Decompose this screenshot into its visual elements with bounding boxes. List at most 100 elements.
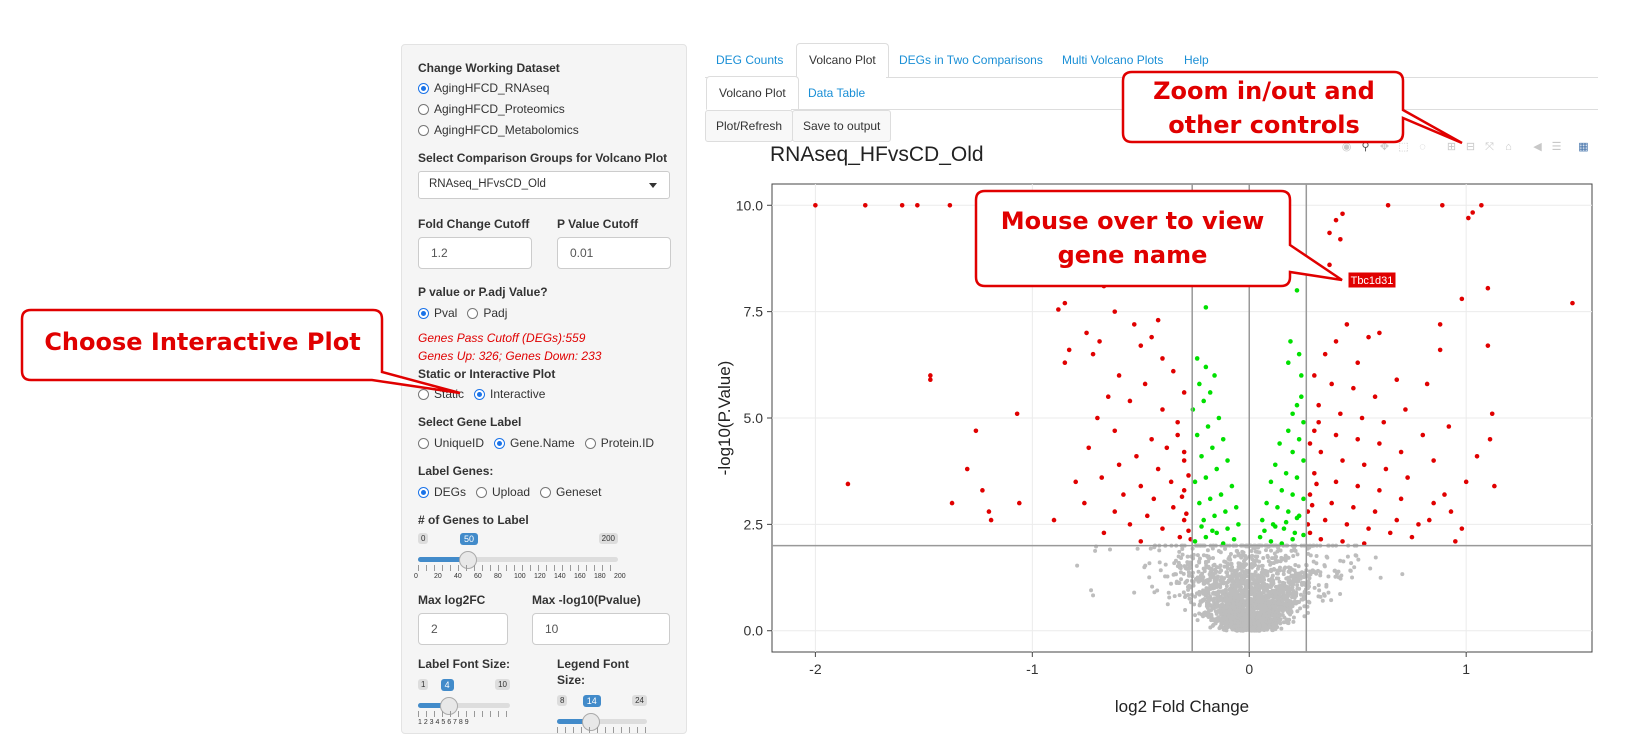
data-point[interactable]: [1307, 530, 1313, 536]
data-point[interactable]: [1116, 462, 1122, 468]
data-point[interactable]: [1294, 402, 1300, 408]
tab-multi-volcano[interactable]: Multi Volcano Plots: [1062, 53, 1164, 67]
data-point[interactable]: [1181, 517, 1187, 523]
data-point[interactable]: [1194, 356, 1200, 361]
tab-degs-two-comparisons[interactable]: DEGs in Two Comparisons: [899, 53, 1043, 67]
data-point[interactable]: [1203, 364, 1209, 370]
comparison-select[interactable]: RNAseq_HFvsCD_Old: [418, 171, 670, 199]
data-point[interactable]: [973, 428, 979, 434]
data-point[interactable]: [1082, 500, 1087, 506]
data-point[interactable]: [1290, 492, 1295, 497]
data-point[interactable]: [1199, 524, 1204, 529]
data-point[interactable]: [1285, 360, 1291, 365]
data-point[interactable]: [1090, 351, 1096, 357]
data-point[interactable]: [1186, 473, 1191, 478]
pan-icon[interactable]: ✥: [1379, 141, 1390, 153]
data-point[interactable]: [1322, 517, 1328, 523]
data-point[interactable]: [1084, 330, 1089, 336]
data-point[interactable]: [1442, 492, 1447, 497]
data-point[interactable]: [1318, 449, 1324, 455]
data-point[interactable]: [1296, 436, 1302, 442]
data-point[interactable]: [1485, 285, 1491, 291]
data-point[interactable]: [1225, 526, 1230, 531]
data-point[interactable]: [1214, 530, 1220, 536]
data-point[interactable]: [1283, 519, 1289, 525]
data-point[interactable]: [949, 500, 955, 506]
data-point[interactable]: [1344, 522, 1350, 527]
data-point[interactable]: [1171, 505, 1176, 510]
data-point[interactable]: [1017, 500, 1022, 506]
data-point[interactable]: [1127, 398, 1133, 404]
data-point[interactable]: [1448, 509, 1454, 514]
data-point[interactable]: [1437, 347, 1443, 353]
data-point[interactable]: [1014, 411, 1020, 417]
data-point[interactable]: [1301, 496, 1306, 502]
data-point[interactable]: [1184, 511, 1189, 517]
data-point[interactable]: [1398, 449, 1404, 455]
data-point[interactable]: [1155, 466, 1161, 472]
data-point[interactable]: [1112, 309, 1118, 314]
radio-gene-name[interactable]: Gene.Name: [494, 436, 575, 450]
data-point[interactable]: [1405, 475, 1410, 480]
data-point[interactable]: [1299, 394, 1304, 400]
data-point[interactable]: [1223, 509, 1228, 514]
data-point[interactable]: [1127, 522, 1133, 527]
data-point[interactable]: [1101, 530, 1107, 536]
data-point[interactable]: [1459, 526, 1465, 531]
data-points[interactable]: [813, 202, 1575, 633]
radio-upload[interactable]: Upload: [476, 485, 530, 499]
data-point[interactable]: [1138, 539, 1144, 544]
data-point[interactable]: [1264, 500, 1269, 506]
data-point[interactable]: [1431, 458, 1436, 463]
data-point[interactable]: [1327, 262, 1332, 268]
data-point[interactable]: [1056, 307, 1061, 312]
radio-pval[interactable]: Pval: [418, 306, 457, 320]
data-point[interactable]: [1149, 436, 1154, 442]
data-point[interactable]: [1201, 398, 1206, 404]
box-select-icon[interactable]: ⬚: [1398, 141, 1409, 153]
data-point[interactable]: [1181, 458, 1187, 463]
data-point[interactable]: [1377, 441, 1382, 446]
data-point[interactable]: [988, 517, 994, 523]
data-point[interactable]: [1294, 515, 1300, 521]
data-point[interactable]: [1301, 419, 1306, 425]
data-point[interactable]: [1197, 500, 1202, 506]
data-point[interactable]: [1160, 356, 1165, 361]
data-point[interactable]: [1095, 415, 1100, 421]
tab-volcano-plot[interactable]: Volcano Plot: [796, 43, 889, 78]
data-point[interactable]: [1290, 411, 1295, 417]
data-point[interactable]: [1138, 343, 1144, 348]
data-point[interactable]: [1459, 296, 1465, 302]
radio-interactive[interactable]: Interactive: [474, 387, 545, 401]
data-point[interactable]: [1175, 432, 1180, 438]
dataset-radio-2[interactable]: AgingHFCD_Metabolomics: [418, 123, 579, 137]
data-point[interactable]: [1134, 453, 1139, 459]
data-point[interactable]: [1194, 432, 1200, 438]
data-point[interactable]: [1307, 492, 1313, 497]
data-point[interactable]: [1272, 524, 1278, 529]
data-point[interactable]: [1427, 517, 1432, 523]
data-point[interactable]: [1144, 513, 1150, 519]
data-point[interactable]: [1181, 449, 1187, 455]
data-point[interactable]: [1316, 402, 1321, 408]
data-point[interactable]: [1225, 458, 1230, 463]
data-point[interactable]: [1359, 415, 1365, 421]
data-point[interactable]: [1290, 449, 1295, 455]
data-point[interactable]: [1340, 539, 1345, 544]
data-point[interactable]: [1479, 202, 1484, 208]
data-point[interactable]: [1210, 445, 1215, 451]
max-pval-input[interactable]: 10: [532, 613, 670, 645]
data-point[interactable]: [1292, 530, 1298, 536]
data-point[interactable]: [1355, 436, 1361, 442]
data-point[interactable]: [1340, 458, 1345, 463]
data-point[interactable]: [1361, 462, 1367, 468]
data-point[interactable]: [1272, 462, 1278, 468]
data-point[interactable]: [1329, 381, 1334, 387]
data-point[interactable]: [1453, 539, 1458, 544]
data-point[interactable]: [1299, 373, 1304, 378]
data-point[interactable]: [1492, 483, 1497, 489]
data-point[interactable]: [1105, 394, 1111, 400]
data-point[interactable]: [964, 466, 970, 472]
data-point[interactable]: [1142, 381, 1148, 387]
dataset-radio-1[interactable]: AgingHFCD_Proteomics: [418, 102, 565, 116]
